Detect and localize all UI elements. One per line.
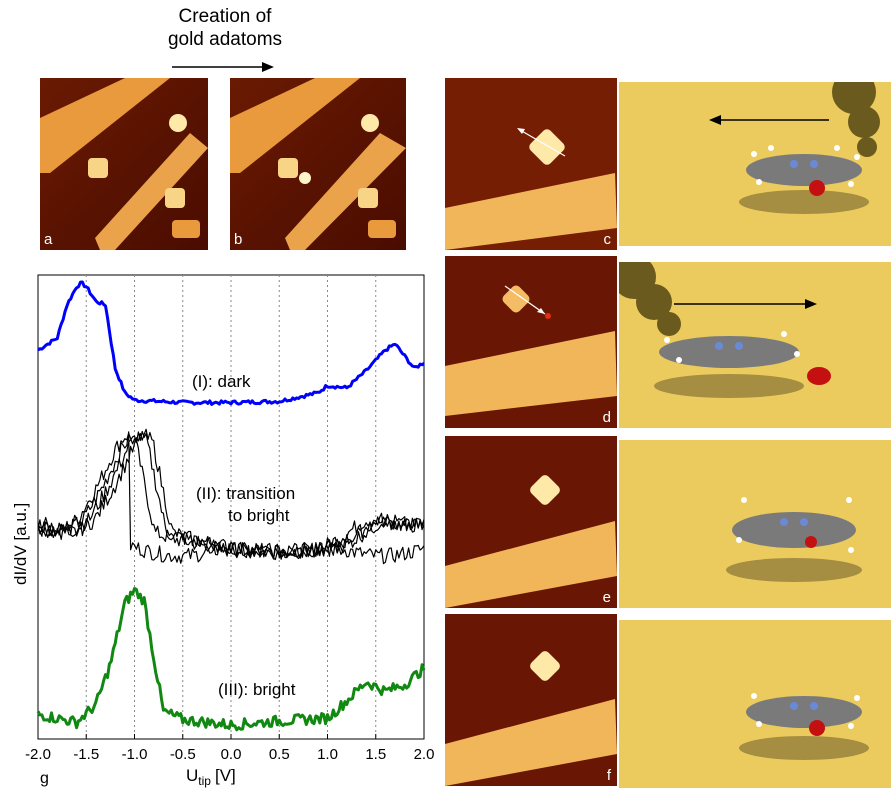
series-line: [36, 587, 426, 732]
x-tick-label: -1.0: [122, 746, 148, 763]
annotation-dark: (I): dark: [192, 372, 251, 391]
xlabel-main: U: [186, 766, 198, 785]
panel-label-a: a: [44, 231, 53, 248]
xlabel-subscript: tip: [198, 774, 211, 788]
render-panel-e: [619, 440, 891, 608]
stm-panel-f: f: [445, 614, 617, 786]
x-tick-label: 1.0: [317, 746, 338, 763]
stm-panel-e: e: [445, 436, 617, 608]
stm-panel-b: b: [230, 78, 406, 250]
render-panel-c: [619, 82, 891, 246]
x-tick-label: 1.5: [365, 746, 386, 763]
panel-label-c: c: [603, 231, 612, 248]
annotation-bright: (III): bright: [218, 680, 296, 699]
x-tick-label: 2.0: [414, 746, 435, 763]
panel-label-f: f: [606, 767, 611, 784]
x-tick-label: -1.5: [73, 746, 99, 763]
panel-label-g: g: [40, 770, 49, 787]
header-line2: gold adatoms: [167, 29, 283, 50]
stm-panel-c: c: [445, 78, 617, 250]
header-line1: Creation of: [178, 6, 272, 27]
xlabel: Utip [V]: [186, 766, 236, 788]
creation-arrow: [172, 62, 274, 72]
annotation-to-bright: to bright: [228, 506, 290, 525]
x-tick-label: -0.5: [170, 746, 196, 763]
annotation-transition: (II): transition: [196, 484, 295, 503]
render-panel-f: [619, 620, 891, 788]
series-line: [37, 430, 425, 560]
panel-label-b: b: [234, 231, 243, 248]
x-tick-label: 0.5: [269, 746, 290, 763]
ylabel: dI/dV [a.u.]: [11, 503, 30, 585]
series-line: [37, 428, 425, 560]
dIdV-chart: -2.0 -1.5 -1.0 -0.5 0.0 0.5 1.0 1.5 2.0 dI/dV [a…: [11, 274, 435, 788]
panel-label-d: d: [602, 409, 611, 426]
panel-label-e: e: [602, 589, 611, 606]
render-panel-d: [619, 262, 891, 428]
stm-panel-a: a: [40, 78, 208, 250]
stm-panel-d: d: [445, 256, 617, 428]
series-line: [37, 280, 425, 406]
x-tick-label: 0.0: [221, 746, 242, 763]
x-tick-label: -2.0: [25, 746, 51, 763]
xlabel-unit: [V]: [215, 766, 236, 785]
